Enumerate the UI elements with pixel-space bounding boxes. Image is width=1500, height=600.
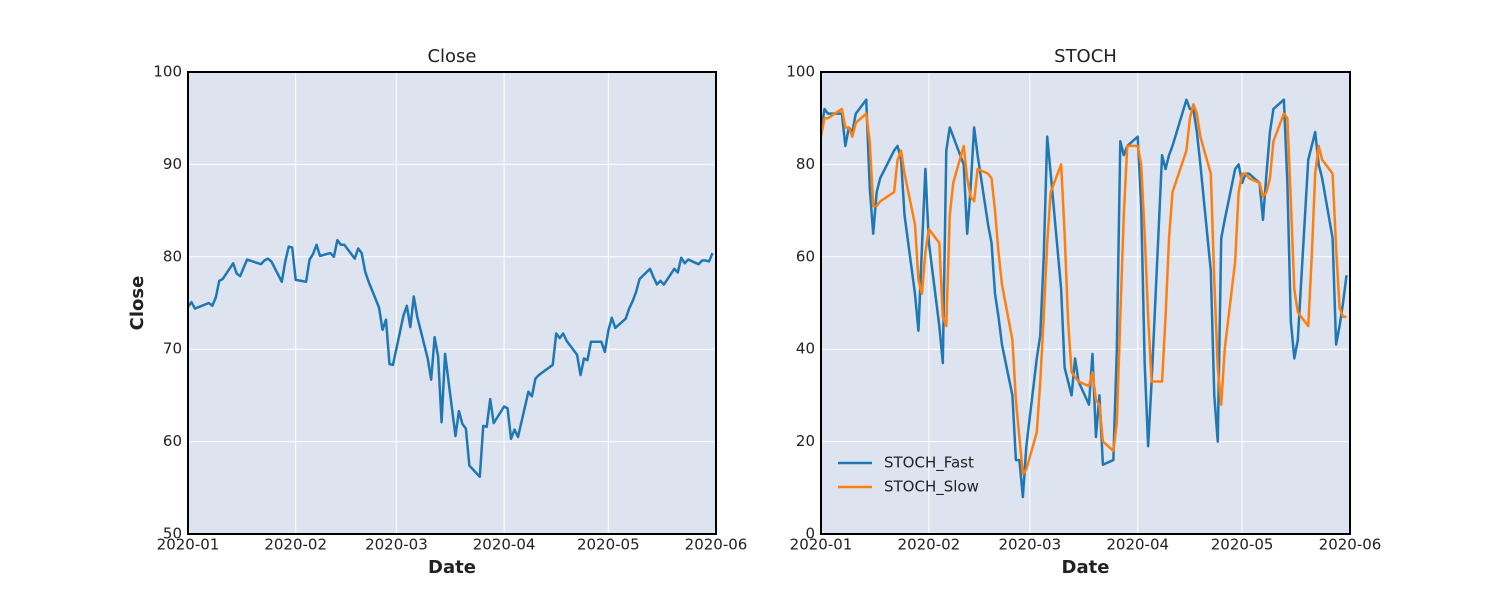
legend-label: STOCH_Fast	[884, 454, 974, 473]
x-tick-label: 2020-04	[1106, 536, 1169, 554]
plot-area	[188, 72, 716, 534]
x-tick-label: 2020-06	[1319, 536, 1382, 554]
series-line	[819, 103, 1347, 476]
y-tick-label: 20	[796, 432, 815, 450]
y-tick-label: 80	[796, 155, 815, 173]
y-axis-label: Close	[127, 276, 148, 331]
series-line	[819, 98, 1348, 499]
x-tick-label: 2020-01	[790, 536, 853, 554]
y-tick-label: 0	[805, 525, 815, 543]
plot-frame	[820, 71, 1351, 535]
chart-title: STOCH	[1054, 46, 1117, 67]
chart-title: Close	[427, 46, 476, 67]
x-tick-label: 2020-03	[998, 536, 1061, 554]
x-tick-label: 2020-05	[1211, 536, 1274, 554]
y-tick-label: 90	[163, 155, 182, 173]
x-tick-label: 2020-02	[898, 536, 961, 554]
x-tick-label: 2020-02	[264, 536, 327, 554]
y-tick-label: 50	[163, 525, 182, 543]
y-tick-label: 100	[786, 63, 815, 81]
x-axis-label: Date	[428, 557, 476, 578]
plot-frame	[187, 71, 717, 535]
x-tick-label: 2020-03	[365, 536, 428, 554]
y-tick-label: 70	[163, 340, 182, 358]
x-tick-label: 2020-05	[577, 536, 640, 554]
y-tick-label: 60	[796, 247, 815, 265]
y-tick-label: 60	[163, 432, 182, 450]
legend-label: STOCH_Slow	[884, 478, 979, 497]
plot-area	[821, 72, 1350, 534]
y-tick-label: 80	[163, 247, 182, 265]
x-tick-label: 2020-01	[157, 536, 220, 554]
y-tick-label: 40	[796, 340, 815, 358]
x-tick-label: 2020-06	[685, 536, 748, 554]
y-tick-label: 100	[153, 63, 182, 81]
x-axis-label: Date	[1062, 557, 1110, 578]
x-tick-label: 2020-04	[473, 536, 536, 554]
series-line	[187, 238, 714, 478]
